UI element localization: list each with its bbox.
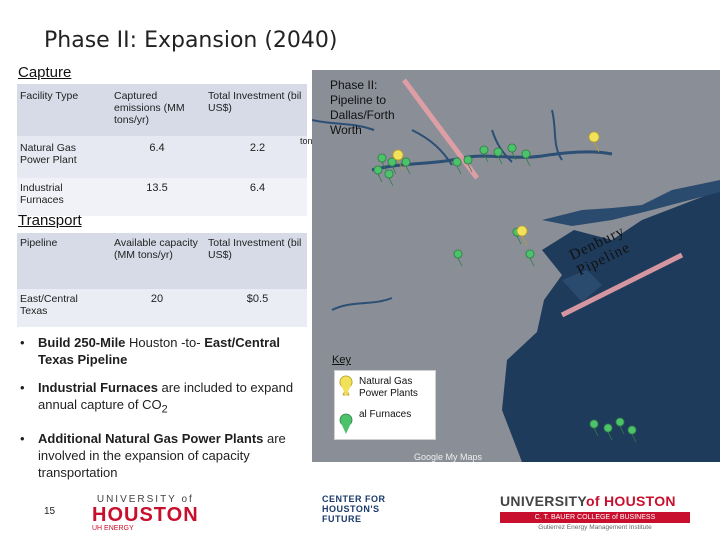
map-marker-green (615, 417, 625, 435)
map-marker-green (373, 165, 383, 183)
map-river (312, 119, 375, 131)
green-marker-icon (339, 413, 353, 434)
bullet-item: Build 250-Mile Houston -to- East/Central… (18, 334, 318, 368)
map-marker-green (603, 423, 613, 441)
pipeline-label: Phase II: Pipeline to Dallas/Forth Worth (330, 78, 395, 137)
capture-header-emissions: Captured emissions (MM tons/yr) (106, 84, 200, 136)
slide-title: Phase II: Expansion (2040) (44, 28, 338, 53)
map-marker-green (493, 147, 503, 165)
transport-header-investment: Total Investment (bil US$) (200, 233, 307, 289)
bauer-college-logo: UNIVERSITYof HOUSTON C. T. BAUER COLLEGE… (500, 493, 690, 531)
bullet-bold: Build 250-Mile (38, 335, 126, 350)
map-water (562, 270, 602, 302)
bauer-logo-sub: Gutierrez Energy Management Institute (538, 524, 652, 531)
bullet-text: are involved in the expansion of capacit… (38, 430, 286, 480)
map-marker-green (589, 419, 599, 437)
table-row: East/Central Texas 20 $0.5 (17, 289, 307, 327)
capture-table: Facility Type Captured emissions (MM ton… (17, 84, 307, 216)
map-river (371, 150, 613, 172)
transport-cell: $0.5 (200, 289, 307, 327)
bullet-bold: Industrial Furnaces (38, 380, 158, 395)
bauer-logo-university: UNIVERSITY (500, 493, 586, 509)
bullet-item: Industrial Furnaces are included to expa… (18, 379, 318, 419)
center-for-houstons-future-logo: CENTER FOR HOUSTON'S FUTURE (322, 494, 402, 524)
capture-cell: Industrial Furnaces (17, 178, 106, 216)
map-marker-green (627, 425, 637, 443)
transport-header-row: Pipeline Available capacity (MM tons/yr)… (17, 233, 307, 289)
map-marker-yellow (588, 131, 600, 153)
key-item-label: Natural Gas Power Plants (359, 376, 418, 399)
map-partial-label: ton (300, 136, 313, 146)
map-marker-green (479, 145, 489, 163)
map-river (331, 297, 393, 311)
transport-cell: East/Central Texas (17, 289, 106, 327)
capture-cell: Natural Gas Power Plant (17, 136, 106, 178)
capture-header-investment: Total Investment (bil US$) (200, 84, 307, 136)
bauer-logo-houston: of HOUSTON (585, 493, 676, 509)
bullet-item: Additional Natural Gas Power Plants are … (18, 430, 318, 481)
table-row: Natural Gas Power Plant 6.4 2.2 (17, 136, 307, 178)
map-marker-green (463, 155, 473, 173)
transport-header-pipeline: Pipeline (17, 233, 106, 289)
map-marker-yellow (516, 225, 528, 247)
key-box: Natural Gas Power Plants al Furnaces (334, 370, 436, 440)
capture-header-facility: Facility Type (17, 84, 106, 136)
map-river (551, 109, 563, 161)
bullet-text: are included to expand annual capture of… (38, 380, 294, 412)
uh-logo-main: HOUSTON (92, 504, 199, 526)
map-marker-green (521, 149, 531, 167)
transport-table: Pipeline Available capacity (MM tons/yr)… (17, 233, 307, 327)
map-marker-green (387, 157, 397, 175)
bullet-text: Houston -to- (125, 335, 205, 350)
yellow-marker-icon (339, 375, 353, 396)
map-marker-green (384, 169, 394, 187)
bullet-subscript: 2 (161, 403, 168, 416)
map-water (542, 180, 720, 226)
map-marker-green (507, 143, 517, 161)
map-river (411, 129, 453, 166)
bullet-bold: East/Central Texas Pipeline (38, 335, 281, 367)
map-marker-yellow (392, 149, 404, 171)
key-item-label: al Furnaces (359, 409, 412, 420)
map-water (502, 190, 720, 462)
chf-line: HOUSTON'S (322, 504, 380, 514)
map-marker-green (525, 249, 535, 267)
map-marker-green (452, 157, 462, 175)
key-title: Key (332, 354, 351, 366)
bauer-logo-band: C. T. BAUER COLLEGE of BUSINESS (500, 512, 690, 523)
chf-line: CENTER FOR (322, 494, 386, 504)
capture-cell: 13.5 (106, 178, 200, 216)
bullet-list: Build 250-Mile Houston -to- East/Central… (18, 334, 318, 492)
uh-logo-sub: UH ENERGY (92, 525, 134, 532)
capture-header-row: Facility Type Captured emissions (MM ton… (17, 84, 307, 136)
capture-cell: 2.2 (200, 136, 307, 178)
bullet-bold: Additional Natural Gas Power Plants (38, 430, 264, 446)
transport-heading: Transport (18, 212, 82, 229)
chf-line: FUTURE (322, 514, 362, 524)
denbury-pipeline-line (560, 252, 684, 318)
marker-group-yellow (392, 131, 600, 247)
table-row: Industrial Furnaces 13.5 6.4 (17, 178, 307, 216)
capture-cell: 6.4 (106, 136, 200, 178)
transport-header-capacity: Available capacity (MM tons/yr) (106, 233, 200, 289)
capture-cell: 6.4 (200, 178, 307, 216)
map-marker-green (453, 249, 463, 267)
map-river (491, 129, 513, 163)
google-maps-mark: Google My Maps (414, 452, 483, 462)
map-marker-green (377, 153, 387, 171)
uh-energy-logo: UNIVERSITY of HOUSTON UH ENERGY (92, 494, 199, 532)
bauer-logo-main: UNIVERSITYof HOUSTON (500, 493, 690, 509)
uh-logo-top: UNIVERSITY of (96, 494, 194, 505)
page-number: 15 (44, 506, 56, 517)
map-marker-green (401, 157, 411, 175)
transport-cell: 20 (106, 289, 200, 327)
capture-heading: Capture (18, 64, 72, 81)
